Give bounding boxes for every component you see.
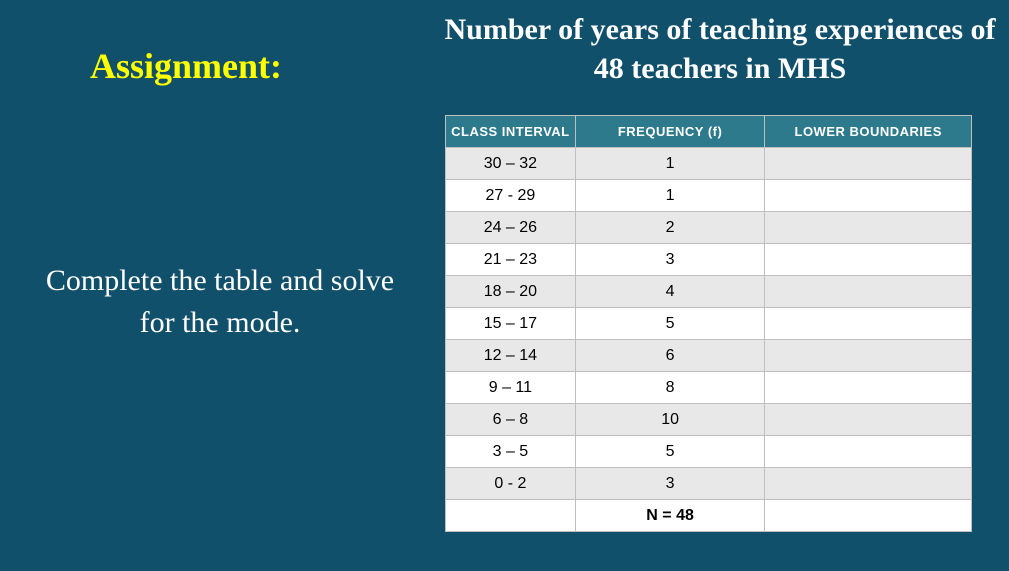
cell-frequency: 3	[575, 468, 765, 500]
cell-lower	[765, 404, 972, 436]
cell-interval: 9 – 11	[446, 372, 576, 404]
cell-frequency: 5	[575, 308, 765, 340]
cell-frequency: 5	[575, 436, 765, 468]
cell-interval	[446, 500, 576, 532]
table-row: 24 – 26 2	[446, 212, 972, 244]
cell-interval: 3 – 5	[446, 436, 576, 468]
slide-container: Assignment: Number of years of teaching …	[0, 0, 1009, 571]
cell-total-frequency: N = 48	[575, 500, 765, 532]
assignment-label: Assignment:	[90, 45, 282, 87]
cell-interval: 0 - 2	[446, 468, 576, 500]
table-row: 21 – 23 3	[446, 244, 972, 276]
cell-lower	[765, 276, 972, 308]
header-lower-boundaries: LOWER BOUNDARIES	[765, 116, 972, 148]
cell-lower	[765, 468, 972, 500]
header-class-interval: CLASS INTERVAL	[446, 116, 576, 148]
cell-interval: 21 – 23	[446, 244, 576, 276]
cell-lower	[765, 372, 972, 404]
cell-interval: 6 – 8	[446, 404, 576, 436]
instruction-text: Complete the table and solve for the mod…	[30, 260, 410, 344]
cell-frequency: 4	[575, 276, 765, 308]
table-row: 27 - 29 1	[446, 180, 972, 212]
table-title: Number of years of teaching experiences …	[440, 10, 1000, 88]
table-row: 15 – 17 5	[446, 308, 972, 340]
cell-lower	[765, 500, 972, 532]
cell-lower	[765, 436, 972, 468]
table-row: 30 – 32 1	[446, 148, 972, 180]
cell-interval: 27 - 29	[446, 180, 576, 212]
table-header-row: CLASS INTERVAL FREQUENCY (f) LOWER BOUND…	[446, 116, 972, 148]
table-row: 6 – 8 10	[446, 404, 972, 436]
cell-lower	[765, 340, 972, 372]
cell-lower	[765, 308, 972, 340]
frequency-table: CLASS INTERVAL FREQUENCY (f) LOWER BOUND…	[445, 115, 972, 532]
cell-frequency: 10	[575, 404, 765, 436]
cell-lower	[765, 148, 972, 180]
cell-lower	[765, 244, 972, 276]
cell-interval: 15 – 17	[446, 308, 576, 340]
cell-frequency: 3	[575, 244, 765, 276]
cell-lower	[765, 212, 972, 244]
cell-frequency: 1	[575, 180, 765, 212]
cell-frequency: 6	[575, 340, 765, 372]
header-frequency: FREQUENCY (f)	[575, 116, 765, 148]
table-body: 30 – 32 1 27 - 29 1 24 – 26 2 21 – 23 3 …	[446, 148, 972, 532]
cell-frequency: 8	[575, 372, 765, 404]
cell-interval: 18 – 20	[446, 276, 576, 308]
table-row: 18 – 20 4	[446, 276, 972, 308]
table-row: 0 - 2 3	[446, 468, 972, 500]
cell-frequency: 1	[575, 148, 765, 180]
table-row: 12 – 14 6	[446, 340, 972, 372]
cell-interval: 30 – 32	[446, 148, 576, 180]
cell-interval: 24 – 26	[446, 212, 576, 244]
table-total-row: N = 48	[446, 500, 972, 532]
cell-frequency: 2	[575, 212, 765, 244]
cell-interval: 12 – 14	[446, 340, 576, 372]
table-row: 3 – 5 5	[446, 436, 972, 468]
cell-lower	[765, 180, 972, 212]
table-row: 9 – 11 8	[446, 372, 972, 404]
